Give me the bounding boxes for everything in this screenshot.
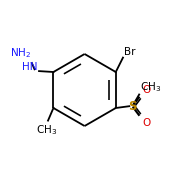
Text: O: O xyxy=(142,85,150,95)
Text: CH$_3$: CH$_3$ xyxy=(36,123,57,137)
Text: HN: HN xyxy=(22,62,37,72)
Text: Br: Br xyxy=(124,47,135,57)
Text: CH$_3$: CH$_3$ xyxy=(140,80,161,94)
Text: NH$_2$: NH$_2$ xyxy=(10,46,31,60)
Text: S: S xyxy=(128,100,136,113)
Text: O: O xyxy=(142,118,150,128)
